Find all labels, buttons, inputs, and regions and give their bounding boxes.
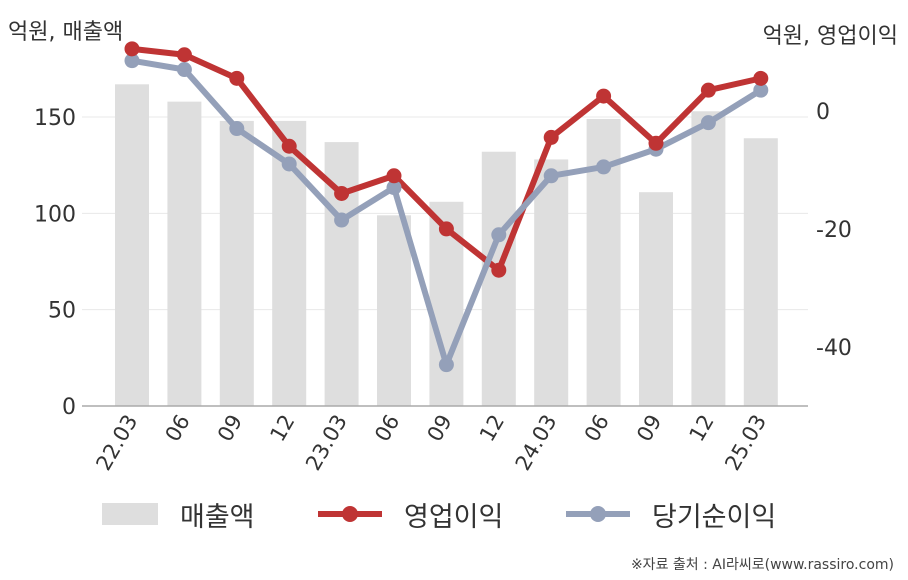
series-point-1-9 — [596, 88, 612, 104]
series-point-1-7 — [491, 262, 507, 278]
series-point-2-1 — [176, 62, 192, 78]
series-point-2-7 — [491, 227, 507, 243]
series-point-2-3 — [281, 156, 297, 172]
series-point-2-0 — [124, 53, 140, 69]
left-tick-label: 100 — [34, 202, 76, 227]
series-point-1-5 — [386, 168, 402, 184]
legend-label-operating-profit: 영업이익 — [404, 501, 504, 533]
legend: 매출액 영업이익 당기순이익 — [0, 494, 908, 534]
legend-swatch-operating-profit — [318, 506, 382, 522]
x-tick-label: 12 — [685, 411, 719, 446]
series-point-2-2 — [229, 121, 245, 137]
series-point-2-9 — [596, 159, 612, 175]
left-tick-label: 0 — [62, 395, 76, 420]
left-axis-label: 억원, 매출액 — [8, 20, 124, 45]
series-point-2-12 — [753, 82, 769, 98]
legend-item-net-profit: 당기순이익 — [566, 494, 776, 534]
legend-swatch-net-profit — [566, 506, 630, 522]
bar-revenue-11 — [691, 111, 726, 406]
left-tick-label: 150 — [34, 106, 76, 131]
series-point-1-10 — [648, 135, 664, 151]
bar-revenue-0 — [115, 84, 149, 406]
legend-item-revenue: 매출액 — [102, 494, 255, 534]
line-series-group — [124, 41, 769, 373]
series-point-1-1 — [176, 47, 192, 63]
x-tick-label: 09 — [632, 411, 666, 446]
bar-revenue-7 — [481, 151, 516, 406]
x-tick-label: 06 — [370, 411, 404, 446]
series-point-2-5 — [386, 180, 402, 196]
series-point-1-8 — [543, 129, 559, 145]
series-point-1-12 — [753, 70, 769, 86]
x-tick-label: 12 — [265, 411, 299, 446]
bar-revenue-5 — [377, 215, 411, 406]
right-tick-label: -20 — [816, 218, 852, 243]
legend-swatch-revenue — [102, 503, 158, 525]
series-point-1-11 — [700, 82, 716, 98]
legend-label-net-profit: 당기순이익 — [652, 501, 777, 533]
series-point-2-6 — [438, 357, 454, 373]
bar-revenue-1 — [167, 101, 202, 407]
series-point-2-4 — [334, 212, 350, 228]
x-axis-ticks: 22.03 06 09 12 23.03 06 09 12 24.03 06 09 12 25.03 — [91, 411, 771, 475]
source-note: ※자료 출처 : AI라씨로(www.rassiro.com) — [630, 557, 894, 573]
right-tick-label: -40 — [816, 336, 852, 361]
right-axis-label: 억원, 영업이익 — [762, 24, 898, 49]
series-point-1-4 — [334, 185, 350, 201]
series-point-2-11 — [700, 115, 716, 131]
bar-revenue-10 — [639, 192, 673, 406]
bar-revenue-12 — [743, 138, 778, 406]
series-point-2-8 — [543, 168, 559, 184]
right-axis-ticks: 0 -20 -40 — [816, 100, 852, 361]
series-point-1-6 — [438, 221, 454, 237]
bar-revenue-2 — [219, 120, 254, 406]
right-tick-label: 0 — [816, 100, 830, 125]
series-point-1-2 — [229, 70, 245, 86]
x-tick-label: 22.03 — [91, 411, 142, 475]
x-tick-label: 24.03 — [511, 411, 562, 475]
legend-item-operating-profit: 영업이익 — [318, 494, 503, 534]
x-tick-label: 09 — [423, 411, 457, 446]
x-tick-label: 12 — [475, 411, 509, 446]
x-tick-label: 23.03 — [301, 411, 352, 475]
x-tick-label: 06 — [580, 411, 614, 446]
bar-revenue-8 — [534, 159, 569, 406]
series-point-1-0 — [124, 41, 140, 57]
series-point-1-3 — [281, 138, 297, 154]
legend-label-revenue: 매출액 — [180, 501, 255, 533]
x-tick-label: 25.03 — [720, 411, 771, 475]
x-tick-label: 09 — [213, 411, 247, 446]
x-tick-label: 06 — [161, 411, 195, 446]
left-tick-label: 50 — [48, 299, 76, 324]
left-axis-ticks: 0 50 100 150 — [34, 106, 76, 420]
